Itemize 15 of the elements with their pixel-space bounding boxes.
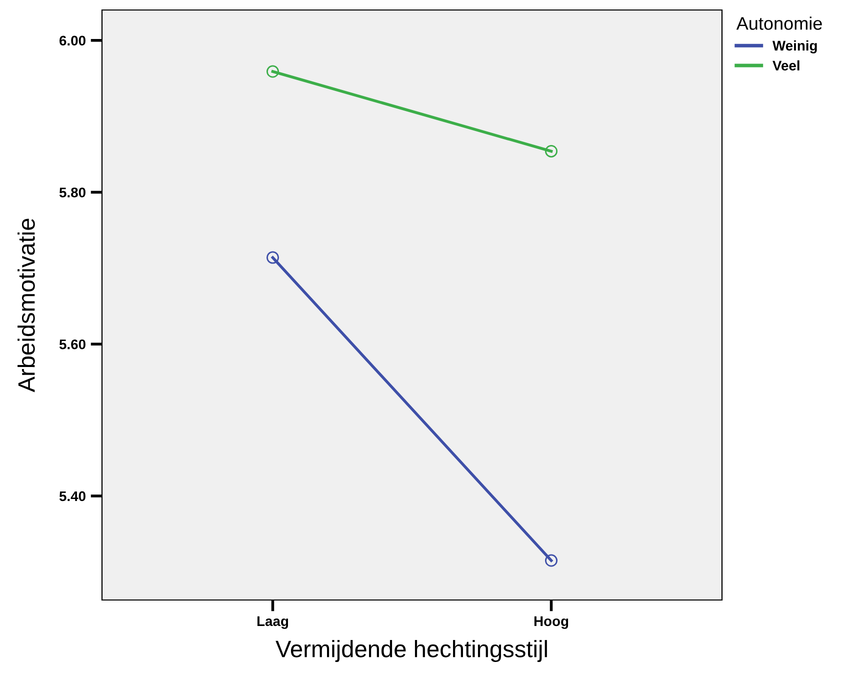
legend-label: Veel (772, 60, 800, 71)
point (266, 251, 279, 264)
x-tick-label: Laag (257, 616, 288, 629)
point (545, 144, 558, 158)
y-tick-label: 5.80 (59, 188, 86, 198)
y-tick-label: 6.00 (60, 36, 86, 46)
legend-label: Weinig (772, 40, 817, 54)
x-tick-label: Hoog (534, 616, 568, 629)
y-tick-label: 5.40 (59, 491, 86, 502)
y-axis-title: Arbeidsmotivatie (18, 218, 35, 392)
x-axis-title: Vermijdende hechtingsstijl (276, 640, 547, 662)
y-tick-label: 5.60 (59, 339, 86, 350)
point (545, 554, 558, 567)
point (266, 65, 279, 78)
legend-title: Autonomie (736, 16, 822, 30)
